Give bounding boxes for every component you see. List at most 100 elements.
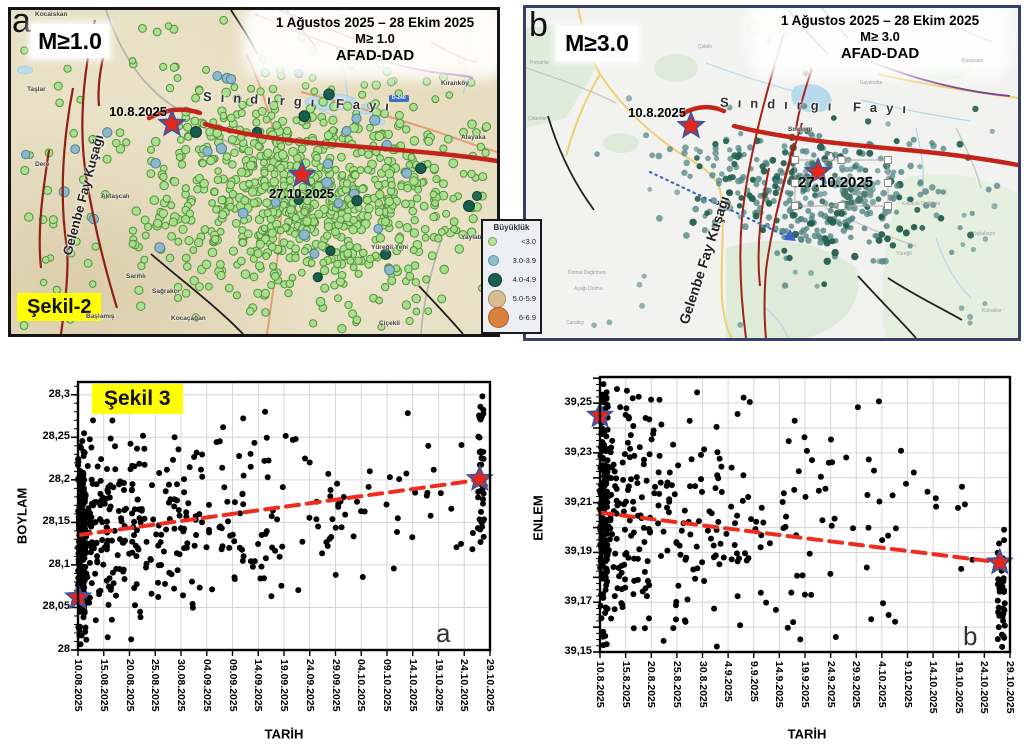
data-point bbox=[613, 475, 620, 482]
data-point bbox=[75, 568, 82, 575]
earthquake-dot bbox=[935, 188, 942, 195]
data-point bbox=[269, 507, 276, 514]
earthquake-dot bbox=[409, 102, 418, 112]
data-point bbox=[81, 532, 88, 539]
data-point bbox=[174, 497, 180, 504]
data-point bbox=[81, 555, 88, 562]
data-point bbox=[76, 552, 83, 559]
data-point bbox=[599, 492, 606, 499]
earthquake-dot bbox=[227, 113, 236, 123]
data-point bbox=[83, 540, 90, 547]
selection-handle[interactable] bbox=[884, 202, 892, 210]
data-point bbox=[143, 538, 150, 545]
earthquake-dot bbox=[358, 90, 367, 99]
data-point bbox=[613, 497, 620, 504]
data-point bbox=[203, 544, 210, 551]
data-point bbox=[107, 503, 114, 510]
data-point bbox=[600, 591, 606, 598]
data-point bbox=[75, 513, 82, 520]
data-point bbox=[641, 568, 648, 575]
data-point bbox=[97, 502, 104, 509]
data-point bbox=[116, 566, 123, 572]
earthquake-dot bbox=[917, 163, 923, 170]
data-point bbox=[176, 551, 183, 558]
earthquake-dot bbox=[683, 159, 690, 167]
data-point bbox=[365, 483, 372, 490]
data-point bbox=[634, 480, 641, 487]
town-label: Yaylabayır bbox=[461, 234, 494, 241]
legend-item-label: <3.0 bbox=[521, 237, 536, 246]
data-point bbox=[261, 575, 267, 582]
data-point bbox=[608, 464, 615, 471]
earthquake-dot bbox=[381, 282, 390, 292]
data-point bbox=[955, 504, 961, 511]
earthquake-dot bbox=[69, 129, 79, 138]
data-point bbox=[469, 530, 476, 536]
data-point bbox=[597, 444, 604, 451]
data-point bbox=[78, 509, 85, 516]
data-point bbox=[603, 395, 610, 402]
town-label: Sarıhlı bbox=[126, 273, 146, 280]
second-event-date-label-b[interactable]: 27.10.2025 bbox=[798, 174, 874, 191]
data-point bbox=[327, 493, 334, 500]
data-point bbox=[710, 554, 717, 561]
data-point bbox=[81, 476, 88, 483]
data-point bbox=[83, 549, 90, 556]
selection-handle[interactable] bbox=[837, 156, 846, 164]
data-point bbox=[121, 523, 128, 530]
data-point bbox=[75, 522, 82, 529]
earthquake-dot bbox=[738, 131, 744, 137]
data-point bbox=[219, 543, 226, 550]
data-point bbox=[604, 605, 611, 612]
earthquake-dot bbox=[759, 163, 766, 170]
data-point bbox=[199, 473, 206, 480]
data-point bbox=[618, 569, 625, 576]
data-point bbox=[93, 539, 100, 546]
selection-handle[interactable] bbox=[884, 179, 892, 187]
data-point bbox=[613, 485, 620, 492]
legend-item: 6-6.9 bbox=[483, 307, 540, 328]
selection-handle[interactable] bbox=[837, 202, 846, 210]
data-point bbox=[109, 569, 116, 576]
y-tick-label: 28,3 bbox=[48, 387, 70, 400]
data-source-a: AFAD-DAD bbox=[335, 47, 415, 64]
data-point bbox=[652, 483, 658, 490]
earthquake-dot bbox=[692, 205, 700, 213]
data-point bbox=[81, 513, 87, 520]
data-point bbox=[156, 470, 163, 476]
data-point bbox=[477, 539, 484, 545]
data-point bbox=[155, 522, 162, 529]
data-point bbox=[476, 434, 483, 441]
data-point bbox=[892, 525, 899, 532]
data-point bbox=[692, 575, 699, 582]
data-point bbox=[133, 553, 140, 560]
earthquake-dot bbox=[228, 160, 237, 169]
data-point bbox=[958, 565, 965, 572]
data-point bbox=[221, 484, 228, 491]
y-tick-label: 28,05 bbox=[42, 600, 70, 613]
selection-handle[interactable] bbox=[884, 156, 892, 164]
legend-title: Büyüklük bbox=[493, 223, 530, 232]
data-point bbox=[599, 419, 606, 426]
earthquake-dot bbox=[161, 221, 170, 230]
data-point bbox=[295, 587, 302, 594]
data-point bbox=[718, 489, 725, 495]
data-point bbox=[78, 495, 85, 502]
data-point bbox=[218, 525, 225, 532]
data-point bbox=[458, 540, 464, 547]
earthquake-dot bbox=[382, 66, 392, 76]
data-point bbox=[354, 498, 360, 505]
data-point bbox=[98, 456, 105, 463]
data-point bbox=[76, 576, 83, 583]
data-point bbox=[1001, 587, 1008, 594]
x-axis-title-tarih-a: TARİH bbox=[264, 726, 304, 742]
data-point bbox=[712, 552, 719, 559]
data-point bbox=[480, 496, 486, 503]
data-point bbox=[80, 448, 87, 455]
selection-handle[interactable] bbox=[791, 156, 799, 164]
earthquake-dot bbox=[363, 212, 372, 221]
selection-handle[interactable] bbox=[791, 202, 799, 210]
data-point bbox=[619, 604, 626, 611]
data-point bbox=[82, 493, 89, 500]
earthquake-dot bbox=[260, 168, 269, 177]
